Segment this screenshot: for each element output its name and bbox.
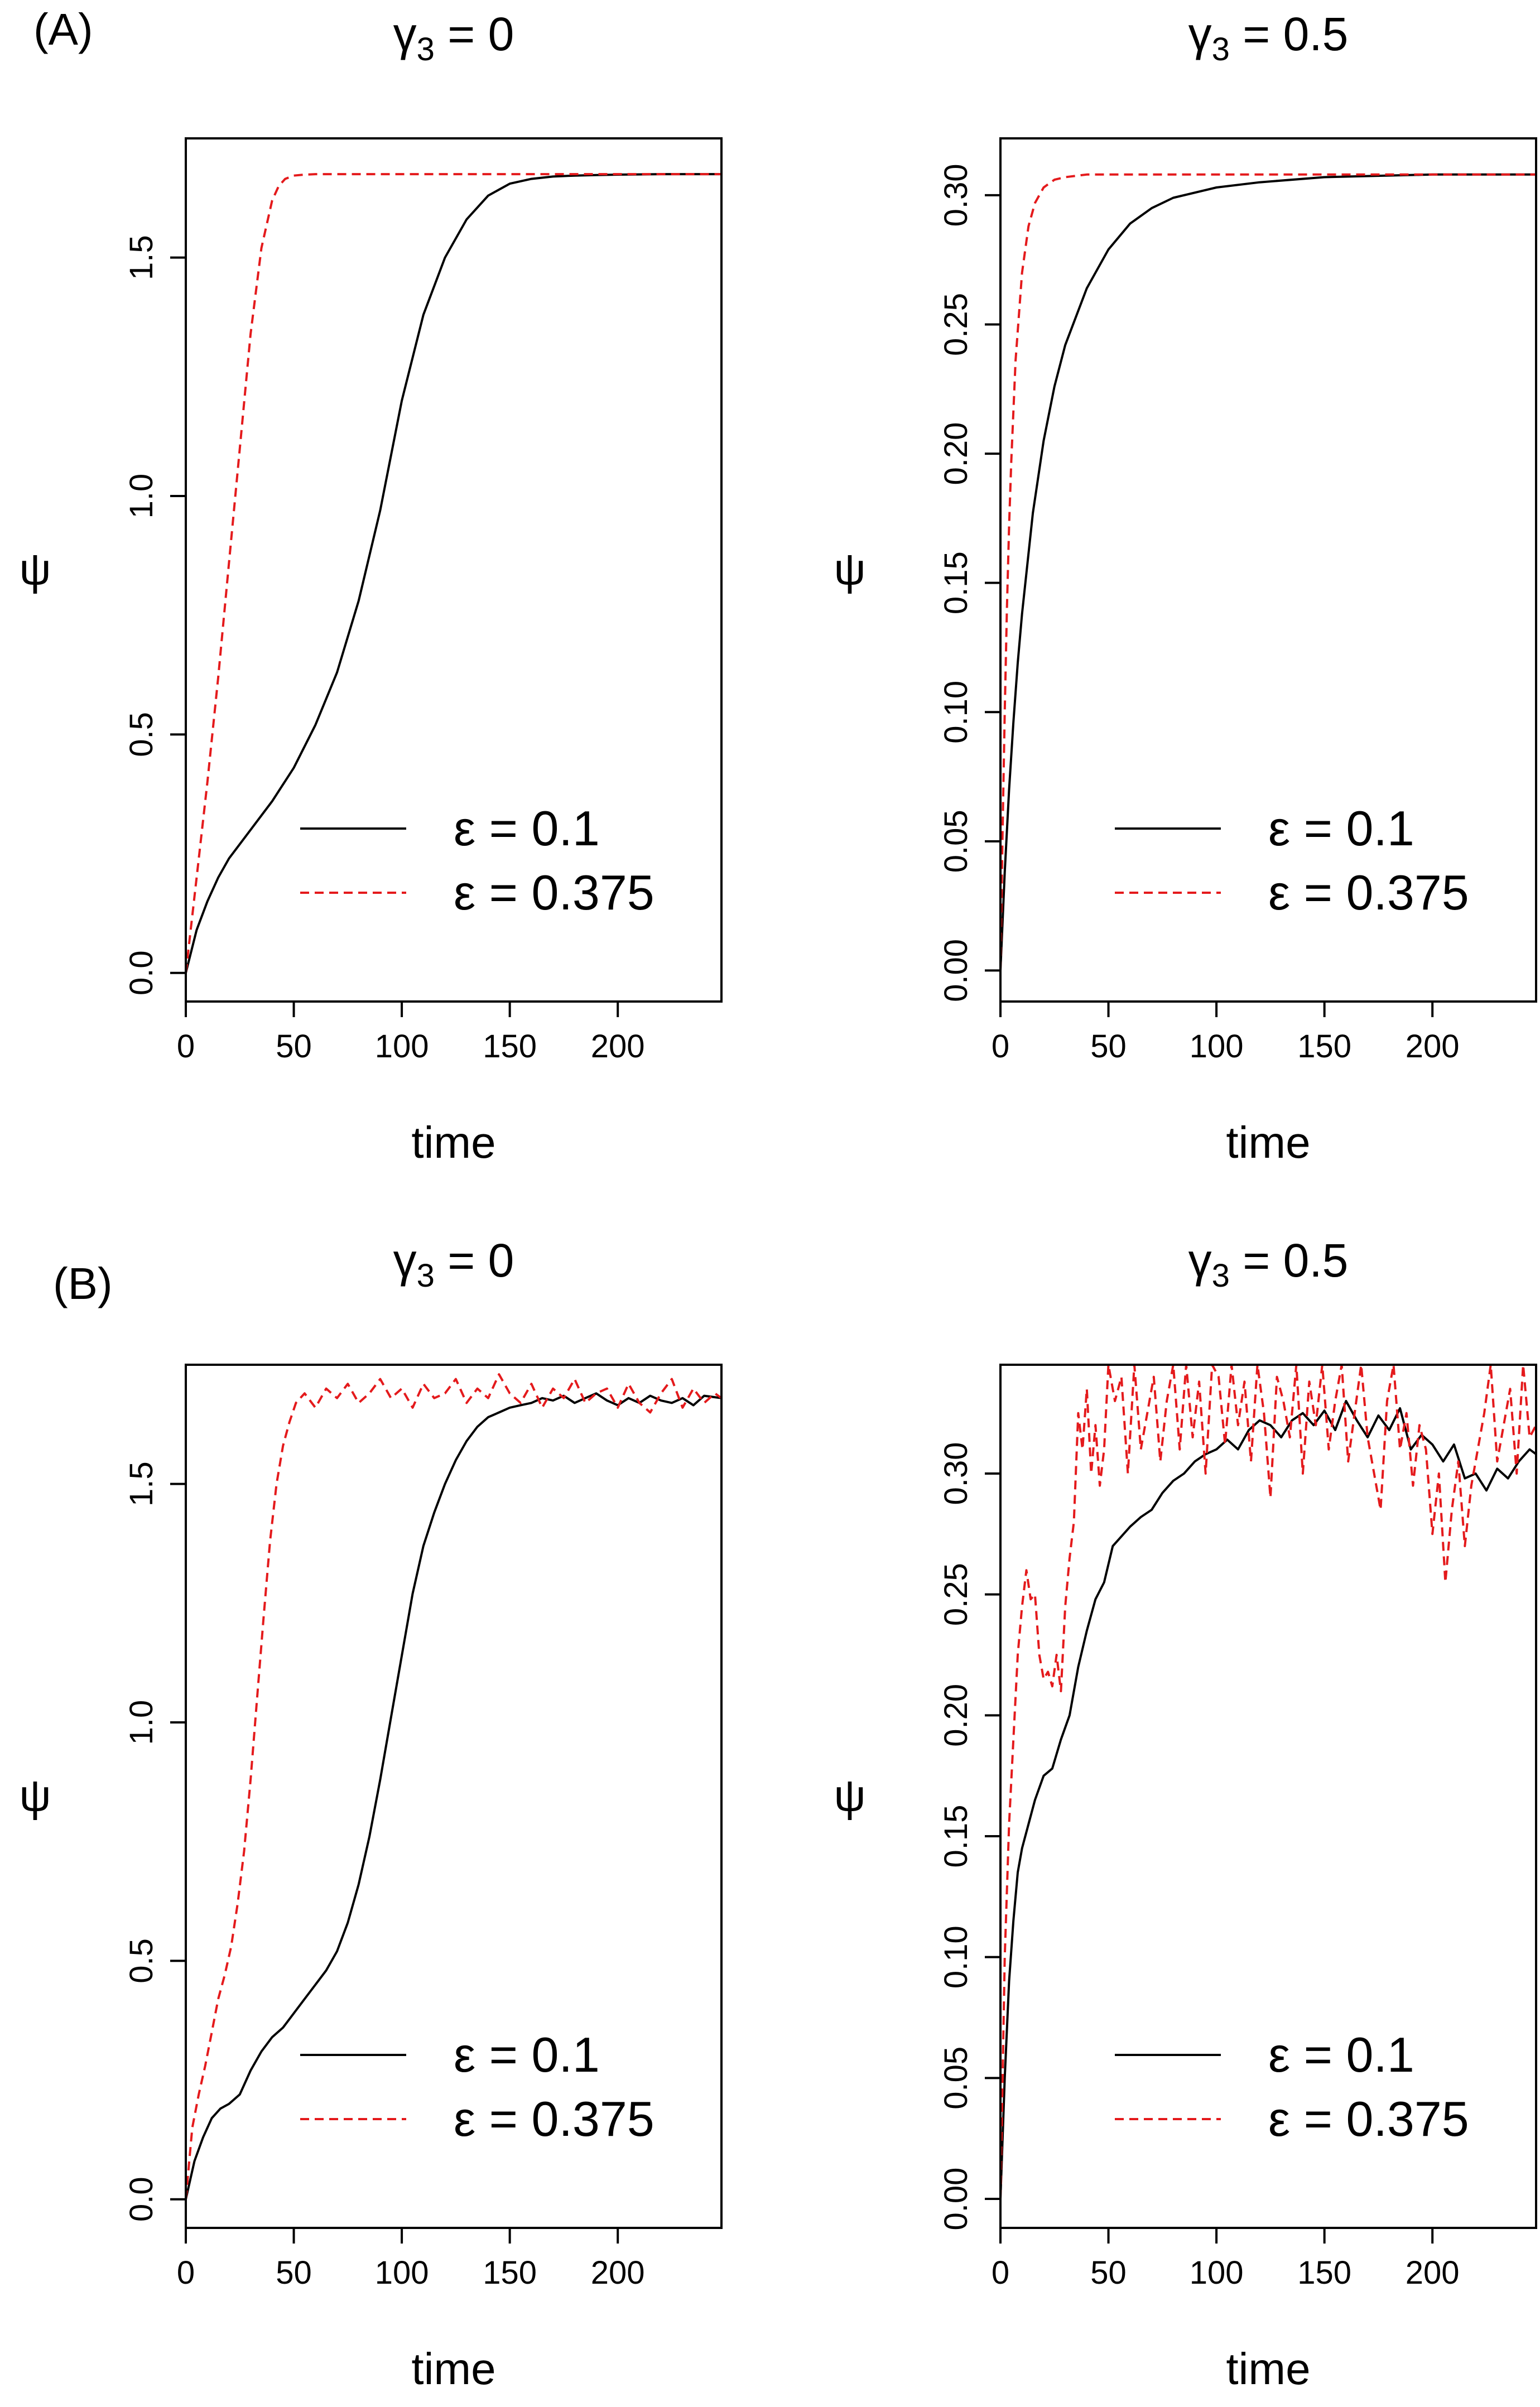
title-subscript: 3 bbox=[1212, 31, 1230, 68]
chart-title: γ3 = 0.5 bbox=[1188, 1234, 1349, 1294]
legend-entry: ε = 0.375 bbox=[454, 2091, 654, 2146]
title-subscript: 3 bbox=[417, 31, 435, 68]
y-axis-label: ψ bbox=[834, 1771, 865, 1821]
x-tick-label: 50 bbox=[276, 2255, 312, 2291]
y-tick-label: 0.25 bbox=[938, 1563, 974, 1626]
title-value: = 0 bbox=[435, 8, 514, 60]
y-tick-label: 0.05 bbox=[938, 2047, 974, 2110]
y-tick-label: 0.0 bbox=[123, 950, 160, 995]
x-tick-label: 200 bbox=[1406, 1028, 1460, 1065]
x-tick-label: 200 bbox=[1406, 2255, 1460, 2291]
title-subscript: 3 bbox=[417, 1258, 435, 1294]
x-tick-label: 150 bbox=[1297, 2255, 1351, 2291]
plot-frame bbox=[185, 137, 723, 1003]
chart-A-left: 0 50 100 150 200 0.0 0.5 1.0 1.5 time ψ γ3 = 0 ε = 0… bbox=[19, 8, 723, 1167]
title-symbol: γ bbox=[1188, 8, 1212, 60]
y-tick-label: 0.30 bbox=[938, 163, 974, 227]
legend-entry: ε = 0.1 bbox=[1268, 2027, 1414, 2082]
legend: ε = 0.1 ε = 0.375 bbox=[300, 801, 654, 920]
x-tick-label: 50 bbox=[1090, 1028, 1127, 1065]
title-symbol: γ bbox=[393, 1234, 417, 1287]
chart-B-left: 0 50 100 150 200 0.0 0.5 1.0 1.5 time ψ γ3 = 0 ε = 0… bbox=[19, 1234, 723, 2394]
legend-entry: ε = 0.375 bbox=[1268, 2091, 1469, 2146]
y-tick-label: 0.10 bbox=[938, 1925, 974, 1989]
y-tick-label: 0.20 bbox=[938, 422, 974, 485]
chart-title: γ3 = 0 bbox=[393, 8, 514, 68]
x-axis-label: time bbox=[411, 1118, 495, 1167]
plot-frame bbox=[185, 1364, 723, 2229]
plot-frame bbox=[999, 1364, 1537, 2229]
x-tick-label: 50 bbox=[1090, 2255, 1127, 2291]
title-subscript: 3 bbox=[1212, 1258, 1230, 1294]
x-axis-label: time bbox=[1226, 1118, 1310, 1167]
y-tick-label: 0.05 bbox=[938, 810, 974, 873]
legend: ε = 0.1 ε = 0.375 bbox=[300, 2027, 654, 2146]
y-tick-label: 1.0 bbox=[123, 474, 160, 519]
series-line-eps-0-1 bbox=[1000, 173, 1536, 971]
legend: ε = 0.1 ε = 0.375 bbox=[1115, 801, 1469, 920]
y-axis-label: ψ bbox=[19, 545, 51, 594]
x-tick-label: 0 bbox=[177, 2255, 195, 2291]
x-tick-label: 0 bbox=[177, 1028, 195, 1065]
plot-frame bbox=[999, 137, 1537, 1003]
x-tick-label: 100 bbox=[1190, 1028, 1244, 1065]
title-value: = 0.5 bbox=[1230, 1234, 1349, 1287]
chart-A-right: 0 50 100 150 200 0.00 0.05 0.10 0.15 0.20 0.25 0.30… bbox=[834, 8, 1537, 1167]
x-tick-label: 100 bbox=[375, 1028, 429, 1065]
y-tick-label: 0.15 bbox=[938, 551, 974, 614]
y-tick-label: 0.30 bbox=[938, 1442, 974, 1505]
x-axis-label: time bbox=[1226, 2344, 1310, 2394]
y-tick-label: 0.5 bbox=[123, 712, 160, 757]
x-tick-label: 100 bbox=[375, 2255, 429, 2291]
x-tick-label: 200 bbox=[591, 1028, 645, 1065]
y-tick-label: 1.0 bbox=[123, 1700, 160, 1745]
y-tick-label: 1.5 bbox=[123, 1461, 160, 1506]
y-tick-label: 0.20 bbox=[938, 1684, 974, 1747]
y-tick-label: 0.00 bbox=[938, 939, 974, 1002]
y-tick-label: 0.15 bbox=[938, 1805, 974, 1868]
title-value: = 0.5 bbox=[1230, 8, 1349, 60]
series-line-eps-0-1 bbox=[186, 173, 721, 974]
legend-entry: ε = 0.1 bbox=[454, 2027, 600, 2082]
title-value: = 0 bbox=[435, 1234, 514, 1287]
x-tick-label: 50 bbox=[276, 1028, 312, 1065]
panel-label-b: (B) bbox=[53, 1259, 113, 1308]
chart-title: γ3 = 0.5 bbox=[1188, 8, 1349, 68]
legend-entry: ε = 0.375 bbox=[1268, 865, 1469, 920]
y-axis-label: ψ bbox=[19, 1771, 51, 1821]
panel-label-a: (A) bbox=[33, 4, 93, 54]
x-tick-label: 100 bbox=[1190, 2255, 1244, 2291]
series-line-eps-0-1 bbox=[186, 1392, 721, 2200]
legend-entry: ε = 0.375 bbox=[454, 865, 654, 920]
x-tick-label: 150 bbox=[1297, 1028, 1351, 1065]
chart-B-right: 0 50 100 150 200 0.00 0.05 0.10 0.15 0.20 0.25 0.30… bbox=[834, 1234, 1537, 2394]
series-line-eps-0-375 bbox=[186, 173, 721, 973]
y-tick-label: 0.0 bbox=[123, 2177, 160, 2222]
series-line-eps-0-375 bbox=[1000, 173, 1536, 971]
title-symbol: γ bbox=[393, 8, 417, 60]
x-tick-label: 150 bbox=[483, 2255, 537, 2291]
legend-entry: ε = 0.1 bbox=[454, 801, 600, 856]
y-tick-label: 0.5 bbox=[123, 1938, 160, 1984]
y-tick-label: 1.5 bbox=[123, 235, 160, 280]
chart-title: γ3 = 0 bbox=[393, 1234, 514, 1294]
x-tick-label: 0 bbox=[992, 2255, 1009, 2291]
series-line-eps-0-1 bbox=[1000, 1400, 1536, 2199]
x-axis-label: time bbox=[411, 2344, 495, 2394]
y-tick-label: 0.25 bbox=[938, 293, 974, 356]
title-symbol: γ bbox=[1188, 1234, 1212, 1287]
x-tick-label: 200 bbox=[591, 2255, 645, 2291]
y-tick-label: 0.10 bbox=[938, 681, 974, 744]
legend-entry: ε = 0.1 bbox=[1268, 801, 1414, 856]
series-line-eps-0-375 bbox=[1000, 1365, 1536, 2199]
y-axis-label: ψ bbox=[834, 545, 865, 594]
series-line-eps-0-375 bbox=[186, 1373, 721, 2199]
x-tick-label: 150 bbox=[483, 1028, 537, 1065]
x-tick-label: 0 bbox=[992, 1028, 1009, 1065]
y-tick-label: 0.00 bbox=[938, 2168, 974, 2231]
legend: ε = 0.1 ε = 0.375 bbox=[1115, 2027, 1469, 2146]
